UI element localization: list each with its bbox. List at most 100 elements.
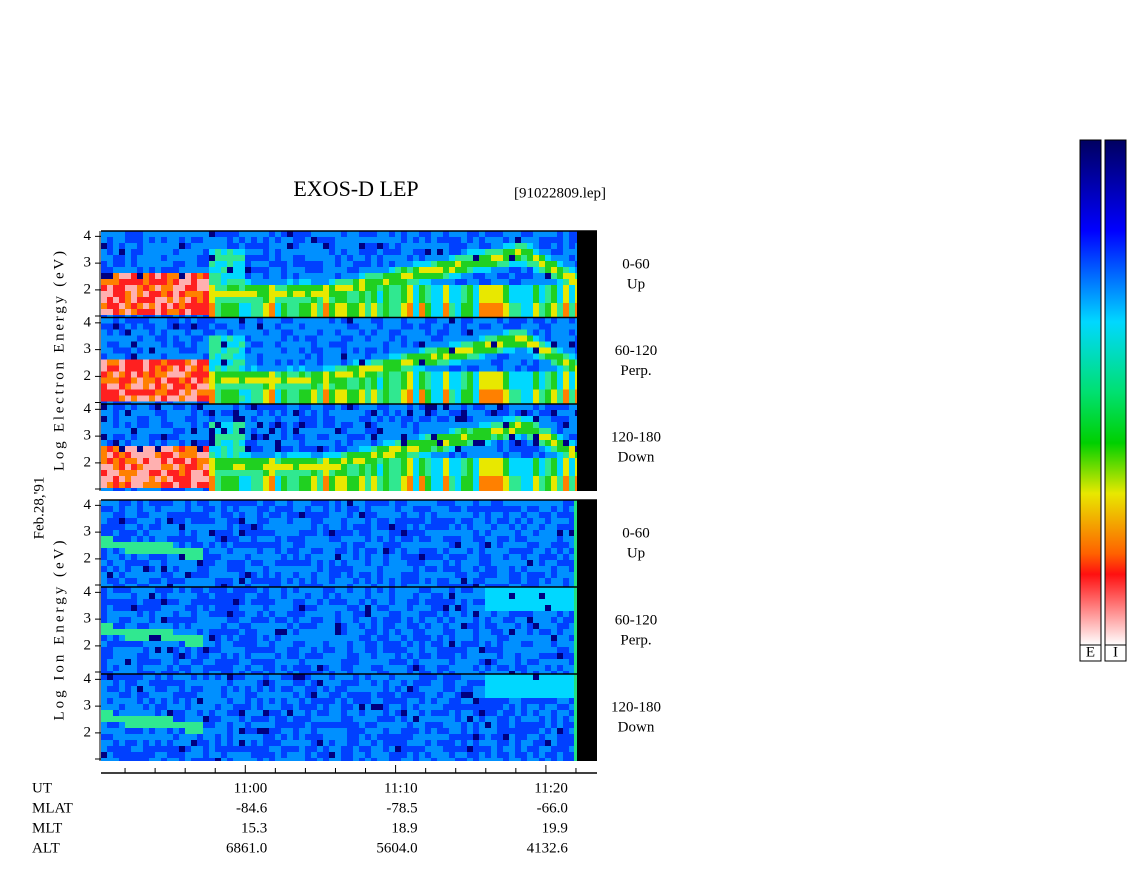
spectrogram-texture xyxy=(101,273,209,315)
edge-strip xyxy=(574,587,577,674)
angle-label: 60-120 xyxy=(615,612,658,628)
y-tick-label: 4 xyxy=(84,314,92,330)
spectrogram-texture xyxy=(209,335,577,405)
spectrogram-texture xyxy=(209,243,577,318)
data-gap-strip xyxy=(577,231,597,318)
spectrogram-texture xyxy=(101,674,577,761)
spectrogram-texture xyxy=(209,249,577,318)
y-tick-label: 2 xyxy=(84,454,92,470)
spectrogram-texture xyxy=(101,359,209,402)
spectrogram-texture xyxy=(101,446,209,488)
direction-label: Down xyxy=(618,449,655,465)
date-label: Feb.28,'91 xyxy=(31,477,47,540)
spectrogram-texture xyxy=(209,329,575,405)
data-gap-strip xyxy=(577,317,597,405)
ephemeris-value: 18.9 xyxy=(391,820,417,836)
spectrogram-texture xyxy=(101,317,577,405)
colorbar-label: E xyxy=(1086,644,1095,660)
colorbar-label-box xyxy=(1104,644,1127,662)
angle-label: 0-60 xyxy=(622,525,650,541)
y-tick-label: 3 xyxy=(84,428,92,444)
spectrogram-texture xyxy=(101,317,577,405)
y-tick-label: 3 xyxy=(84,255,92,271)
direction-label: Up xyxy=(627,545,645,561)
direction-label: Perp. xyxy=(620,632,651,648)
spectrogram-texture xyxy=(209,416,575,491)
colorbar-label-box xyxy=(1079,644,1102,662)
y-axis-label: Log Ion Energy (eV) xyxy=(51,541,67,721)
ephemeris-value: -66.0 xyxy=(537,800,568,816)
x-tick-label: 11:20 xyxy=(534,780,568,796)
ephemeris-value: -78.5 xyxy=(386,800,417,816)
angle-label: 60-120 xyxy=(615,343,658,359)
spectrogram-texture xyxy=(215,335,575,405)
spectrogram-texture xyxy=(101,446,577,491)
edge-strip xyxy=(574,674,577,761)
angle-label: 120-180 xyxy=(611,429,661,445)
edge-strip xyxy=(574,500,577,587)
y-tick-label: 4 xyxy=(84,497,92,513)
y-tick-label: 2 xyxy=(84,724,92,740)
y-tick-label: 3 xyxy=(84,698,92,714)
ephemeris-value: 5604.0 xyxy=(376,840,417,856)
row-label: ALT xyxy=(32,840,60,856)
direction-label: Perp. xyxy=(620,363,651,379)
ephemeris-value: 4132.6 xyxy=(527,840,569,856)
colorbar xyxy=(1104,139,1127,646)
spectrogram-texture xyxy=(101,674,577,761)
spectrogram-texture xyxy=(209,422,577,491)
y-tick-label: 4 xyxy=(84,401,92,417)
spectrogram-texture xyxy=(101,587,577,674)
spectrogram-texture xyxy=(485,674,577,698)
spectrogram-texture xyxy=(221,249,563,318)
spectrogram-texture xyxy=(101,500,577,587)
data-gap-strip xyxy=(577,674,597,761)
angle-label: 0-60 xyxy=(622,256,650,272)
spectrogram-texture xyxy=(101,273,577,318)
spectrogram-texture xyxy=(485,587,577,611)
y-tick-label: 4 xyxy=(84,671,92,687)
colorbar-label: I xyxy=(1113,644,1118,660)
colorbar xyxy=(1079,139,1102,646)
ephemeris-value: 15.3 xyxy=(241,820,267,836)
row-label: UT xyxy=(32,780,52,796)
ephemeris-value: 6861.0 xyxy=(226,840,267,856)
data-gap-strip xyxy=(577,587,597,674)
data-gap-strip xyxy=(577,500,597,587)
y-tick-label: 4 xyxy=(84,584,92,600)
direction-label: Up xyxy=(627,276,645,292)
spectrogram-texture xyxy=(209,416,575,491)
spectrogram-texture xyxy=(101,710,203,734)
spectrogram-texture xyxy=(209,329,577,405)
y-tick-label: 2 xyxy=(84,550,92,566)
y-axis-label: Log Electron Energy (eV) xyxy=(51,251,67,471)
spectrogram-texture xyxy=(101,231,577,318)
file-label: [91022809.lep] xyxy=(514,185,606,201)
y-tick-label: 3 xyxy=(84,524,92,540)
spectrogram-texture xyxy=(101,231,577,318)
direction-label: Down xyxy=(618,719,655,735)
ephemeris-value: 19.9 xyxy=(542,820,568,836)
spectrogram-texture xyxy=(101,446,209,488)
data-gap-strip xyxy=(577,404,597,491)
x-tick-label: 11:10 xyxy=(384,780,418,796)
spectrogram-texture xyxy=(209,243,575,318)
ephemeris-value: -84.6 xyxy=(236,800,268,816)
spectrogram-texture xyxy=(107,404,577,491)
spectrogram-texture xyxy=(101,500,577,587)
spectrogram-texture xyxy=(113,317,575,366)
y-tick-label: 3 xyxy=(84,611,92,627)
spectrogram-texture xyxy=(101,273,209,315)
chart-title: EXOS-D LEP xyxy=(293,176,418,201)
spectrogram-texture xyxy=(101,404,577,491)
y-tick-label: 2 xyxy=(84,368,92,384)
y-tick-label: 3 xyxy=(84,341,92,357)
y-tick-label: 2 xyxy=(84,281,92,297)
spectrogram-texture xyxy=(215,422,577,491)
y-tick-label: 4 xyxy=(84,228,92,244)
row-label: MLAT xyxy=(32,800,73,816)
y-tick-label: 2 xyxy=(84,637,92,653)
angle-label: 120-180 xyxy=(611,699,661,715)
spectrogram-texture xyxy=(101,536,203,560)
